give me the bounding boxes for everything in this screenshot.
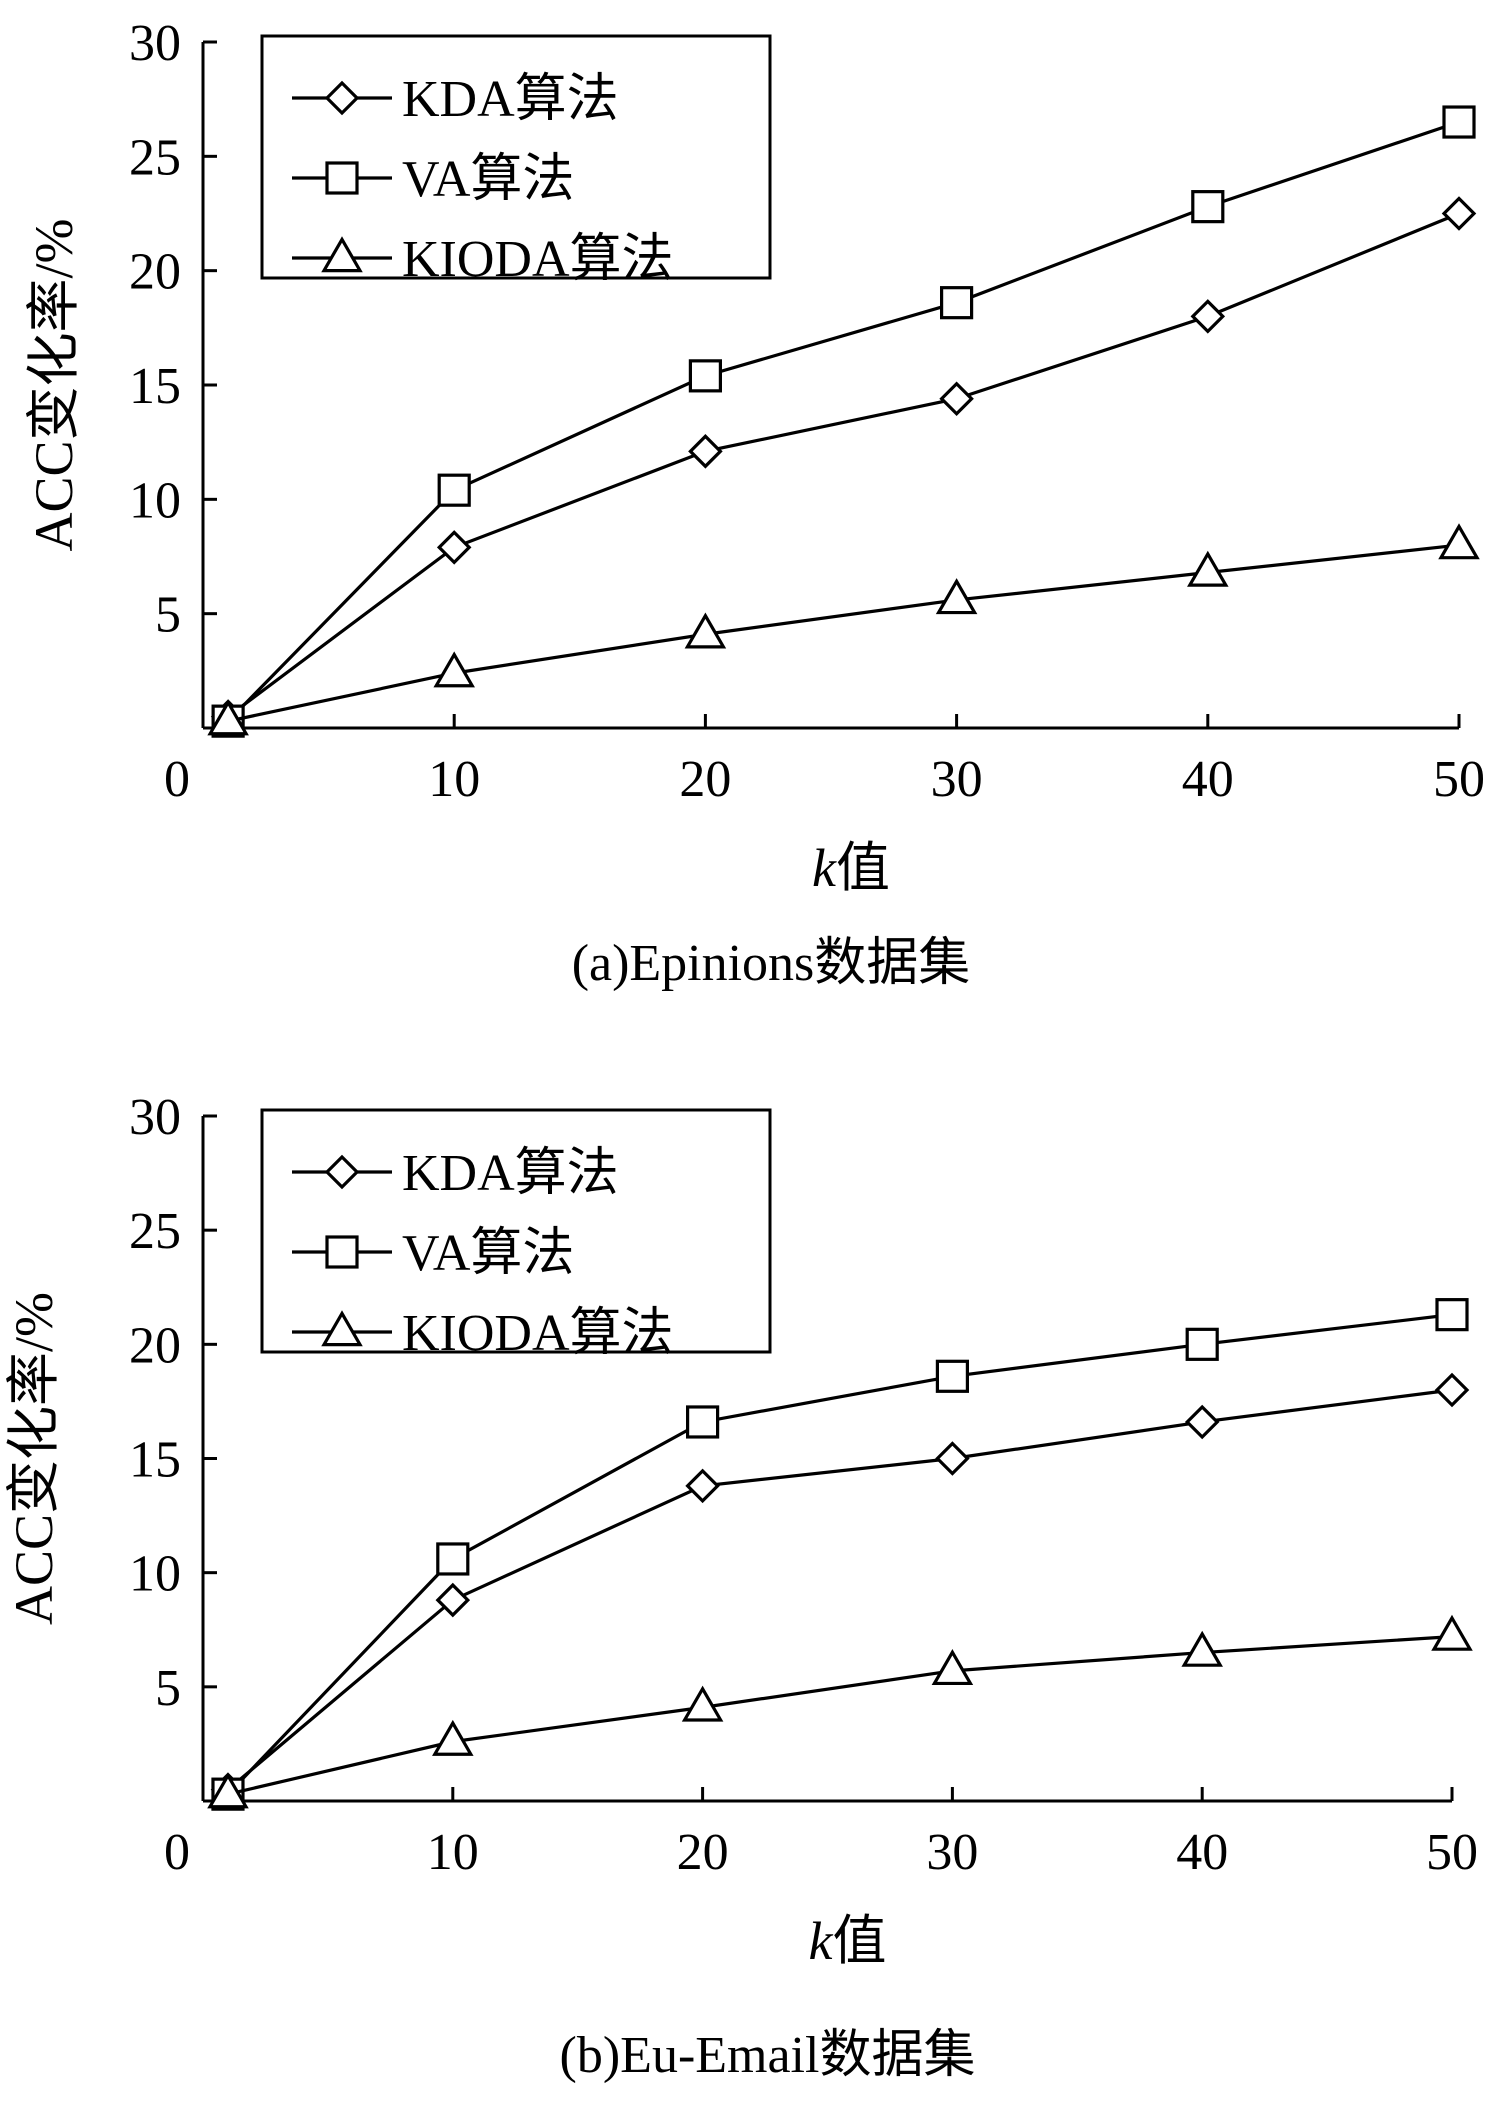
data-point-square bbox=[1185, 1327, 1219, 1361]
legend-label: KIODA算法 bbox=[402, 231, 674, 288]
y-tick-label: 5 bbox=[155, 1660, 181, 1717]
chart-panel-eu-email: 5 10 15 20 25 30 0 10 20 30 40 50 KDA算法 VA算法 KIODA算法 AC… bbox=[0, 1060, 1496, 2120]
x-tick-label: 40 bbox=[1176, 1824, 1228, 1881]
series-line bbox=[226, 120, 1460, 723]
y-tick-label: 15 bbox=[129, 1432, 181, 1489]
series-diamond bbox=[210, 1372, 1470, 1807]
y-tick-label: 20 bbox=[129, 1317, 181, 1374]
data-point-square bbox=[436, 1542, 470, 1576]
x-tick-label: 30 bbox=[931, 751, 983, 808]
x-tick-label: 10 bbox=[427, 1824, 479, 1881]
x-tick-label: 10 bbox=[428, 751, 480, 808]
y-tick-label: 5 bbox=[155, 587, 181, 644]
y-tick-label: 10 bbox=[129, 472, 181, 529]
data-point-triangle bbox=[432, 1719, 474, 1756]
x-tick-label: 0 bbox=[164, 1824, 190, 1881]
data-point-triangle bbox=[1438, 523, 1480, 560]
data-point-square bbox=[685, 1405, 720, 1439]
chart-caption: (a)Epinions数据集 bbox=[572, 935, 971, 992]
data-point-diamond bbox=[685, 1468, 720, 1504]
data-point-triangle bbox=[935, 578, 978, 615]
data-point-diamond bbox=[1184, 1404, 1220, 1440]
y-tick-label: 25 bbox=[129, 129, 181, 186]
data-point-triangle bbox=[433, 651, 475, 688]
data-point-diamond bbox=[436, 530, 472, 565]
data-point-triangle bbox=[207, 1772, 249, 1809]
line-chart-epinions: 5 10 15 20 25 30 0 10 20 30 40 50 KDA算法 VA算法 KIODA算法 AC… bbox=[24, 15, 1485, 992]
y-tick-label: 25 bbox=[129, 1203, 181, 1260]
legend-label: KIODA算法 bbox=[402, 1305, 674, 1362]
y-tick-label: 30 bbox=[129, 15, 181, 72]
x-tick-label: 30 bbox=[926, 1824, 978, 1881]
data-point-diamond bbox=[939, 381, 974, 416]
legend-label: KDA算法 bbox=[402, 71, 619, 128]
series-line bbox=[226, 1388, 1453, 1791]
x-axis-title: k值 bbox=[809, 1911, 887, 1971]
legend-marker-square bbox=[325, 161, 359, 195]
legend-label: VA算法 bbox=[402, 1225, 574, 1282]
data-point-square bbox=[935, 1359, 970, 1393]
legend-box bbox=[260, 34, 772, 280]
x-tick-label: 50 bbox=[1426, 1824, 1478, 1881]
x-tick-label: 20 bbox=[679, 751, 731, 808]
legend: KDA算法 VA算法 KIODA算法 bbox=[260, 34, 772, 288]
legend-marker-square bbox=[325, 1235, 359, 1269]
series-line bbox=[227, 212, 1460, 718]
x-tick-label: 50 bbox=[1433, 751, 1485, 808]
x-axis-title: k值 bbox=[812, 838, 890, 898]
data-point-triangle bbox=[931, 1649, 974, 1686]
data-point-triangle bbox=[684, 612, 727, 649]
legend-marker-triangle bbox=[321, 1310, 363, 1347]
data-point-square bbox=[1442, 105, 1476, 139]
series-square bbox=[211, 1298, 1469, 1811]
data-point-diamond bbox=[1434, 1372, 1470, 1408]
x-tick-label: 0 bbox=[164, 751, 190, 808]
y-axis-title: ACC变化率/% bbox=[4, 1292, 64, 1625]
legend-label: KDA算法 bbox=[402, 1145, 619, 1202]
x-tick-label: 40 bbox=[1182, 751, 1234, 808]
data-point-diamond bbox=[1190, 299, 1226, 334]
y-axis-title: ACC变化率/% bbox=[24, 218, 84, 551]
data-point-triangle bbox=[1187, 550, 1229, 587]
data-point-diamond bbox=[935, 1441, 970, 1476]
legend-box bbox=[260, 1108, 772, 1354]
legend: KDA算法 VA算法 KIODA算法 bbox=[260, 1108, 772, 1362]
data-point-square bbox=[939, 286, 974, 320]
y-tick-label: 30 bbox=[129, 1089, 181, 1146]
data-point-square bbox=[437, 473, 471, 507]
series-line bbox=[227, 543, 1460, 723]
y-tick-label: 10 bbox=[129, 1546, 181, 1603]
data-point-square bbox=[1191, 190, 1225, 224]
data-point-square bbox=[1435, 1298, 1469, 1332]
y-tick-label: 20 bbox=[129, 244, 181, 301]
series-line bbox=[227, 1635, 1453, 1796]
data-point-triangle bbox=[1431, 1614, 1473, 1651]
chart-panel-epinions: 5 10 15 20 25 30 0 10 20 30 40 50 KDA算法 VA算法 KIODA算法 AC… bbox=[24, 15, 1485, 992]
series-diamond bbox=[210, 196, 1477, 734]
series-triangle bbox=[207, 1614, 1473, 1809]
data-point-square bbox=[688, 359, 723, 393]
line-chart-eu-email: 5 10 15 20 25 30 0 10 20 30 40 50 KDA算法 VA算法 KIODA算法 AC… bbox=[4, 1089, 1478, 2084]
legend-marker-diamond bbox=[324, 80, 360, 116]
legend-marker-triangle bbox=[321, 236, 363, 273]
data-point-triangle bbox=[1181, 1630, 1223, 1667]
data-point-triangle bbox=[681, 1685, 724, 1722]
series-square bbox=[211, 105, 1476, 738]
legend-marker-diamond bbox=[324, 1154, 360, 1190]
data-point-diamond bbox=[435, 1582, 471, 1618]
series-line bbox=[226, 1313, 1453, 1796]
legend-label: VA算法 bbox=[402, 151, 574, 208]
x-tick-label: 20 bbox=[677, 1824, 729, 1881]
data-point-triangle bbox=[207, 699, 249, 736]
data-point-diamond bbox=[1441, 196, 1477, 231]
series-triangle bbox=[207, 523, 1480, 736]
chart-caption: (b)Eu-Email数据集 bbox=[560, 2027, 976, 2084]
data-point-diamond bbox=[688, 434, 723, 469]
y-tick-label: 15 bbox=[129, 358, 181, 415]
